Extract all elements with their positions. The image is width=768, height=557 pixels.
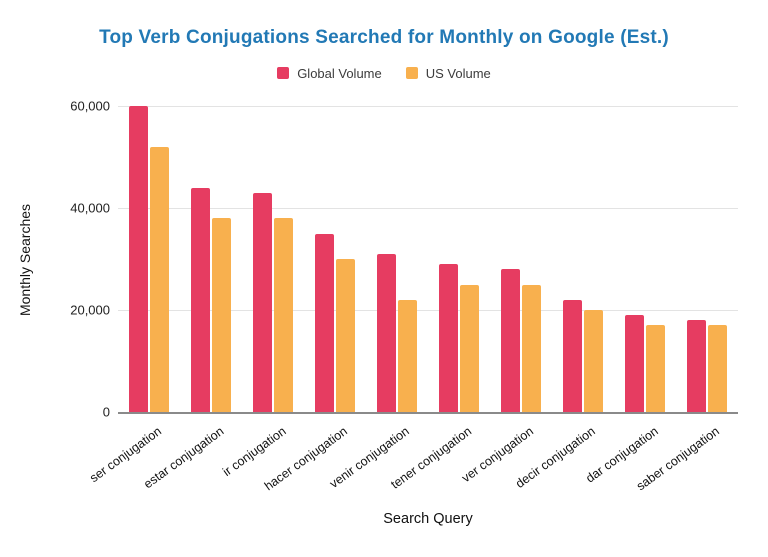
bar-group — [614, 106, 676, 412]
legend-label-us-volume: US Volume — [425, 65, 491, 81]
bar-us-volume — [150, 146, 169, 412]
bar-group — [304, 106, 366, 412]
x-axis-labels: ser conjugation estar conjugation ir conju… — [87, 414, 738, 493]
bar-group — [676, 106, 738, 412]
bar-group — [366, 106, 428, 412]
bar-us-volume — [274, 218, 293, 412]
y-tick-label: 20,000 — [70, 302, 110, 318]
bar-global-volume — [253, 192, 272, 412]
y-tick-label: 60,000 — [70, 98, 110, 114]
bar-global-volume — [501, 269, 520, 412]
bar-global-volume — [687, 320, 706, 412]
bar-us-volume — [398, 299, 417, 412]
global-volume-swatch-icon — [277, 67, 290, 79]
legend-item-global-volume: Global Volume — [277, 66, 382, 81]
plot-area — [118, 106, 738, 414]
bar-global-volume — [439, 264, 458, 412]
bar-group — [490, 106, 552, 412]
legend-label-global-volume: Global Volume — [297, 65, 382, 81]
bar-global-volume — [625, 315, 644, 412]
gridline — [118, 310, 738, 311]
us-volume-swatch-icon — [405, 67, 418, 79]
bar-group — [180, 106, 242, 412]
y-axis-ticks: 0 20,000 40,000 60,000 — [0, 99, 110, 420]
bar-group — [118, 106, 180, 412]
bar-global-volume — [129, 106, 148, 412]
bar-group — [428, 106, 490, 412]
bar-us-volume — [336, 259, 355, 412]
bar-group — [552, 106, 614, 412]
x-axis-title: Search Query — [383, 511, 473, 527]
bar-global-volume — [315, 233, 334, 412]
bar-us-volume — [522, 284, 541, 412]
bar-global-volume — [563, 299, 582, 412]
bar-global-volume — [191, 187, 210, 412]
gridline — [118, 208, 738, 209]
bar-us-volume — [708, 325, 727, 412]
bar-global-volume — [377, 253, 396, 412]
y-tick-label: 0 — [102, 404, 110, 420]
bar-us-volume — [212, 218, 231, 412]
bar-us-volume — [646, 325, 665, 412]
gridline — [118, 106, 738, 107]
legend-item-us-volume: US Volume — [405, 65, 491, 81]
bar-us-volume — [460, 284, 479, 412]
y-tick-label: 40,000 — [70, 200, 110, 216]
bar-us-volume — [584, 310, 603, 412]
bar-groups — [118, 106, 738, 412]
legend: Global Volume US Volume — [0, 65, 768, 81]
chart-title: Top Verb Conjugations Searched for Month… — [99, 27, 669, 48]
bar-group — [242, 106, 304, 412]
